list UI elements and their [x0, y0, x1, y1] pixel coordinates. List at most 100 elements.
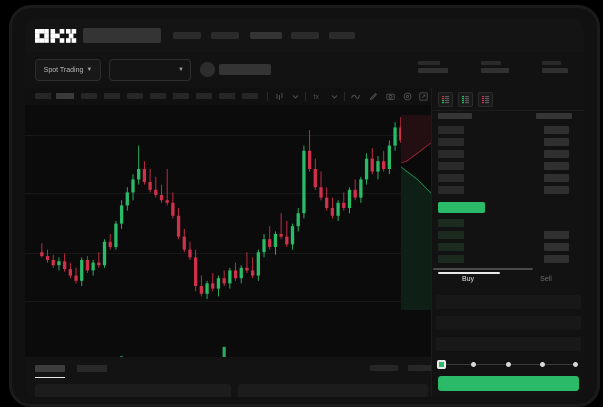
- active-tab-underline: [438, 272, 500, 274]
- indicator-icon[interactable]: fx: [313, 92, 322, 101]
- ticker-stat-label: [481, 61, 501, 65]
- orderbook-ask-amount: [544, 174, 569, 182]
- orderbook-ask-amount: [544, 126, 569, 134]
- orderbook-header-amount: [536, 113, 572, 119]
- order-field-0[interactable]: [436, 295, 581, 309]
- pair-avatar-icon: [200, 62, 215, 77]
- orderbook-ask-amount: [544, 162, 569, 170]
- submit-buy-button[interactable]: [438, 376, 579, 391]
- order-field-2[interactable]: [436, 337, 581, 351]
- volume-chart: [25, 311, 431, 357]
- ticker-stat-label: [542, 61, 561, 65]
- timeframe-6[interactable]: [173, 93, 189, 99]
- orderbook-last-price: [438, 202, 485, 213]
- pair-select[interactable]: ▼: [109, 59, 191, 81]
- search-input[interactable]: [83, 28, 161, 43]
- order-field-1[interactable]: [436, 316, 581, 330]
- device-frame: Spot Trading ▼ ▼: [9, 5, 600, 407]
- chevron-down-icon: ▼: [86, 67, 93, 73]
- gridline: [25, 193, 431, 194]
- orderbook-scrollbar[interactable]: [433, 268, 533, 270]
- orderbook-ask-amount: [544, 186, 569, 194]
- timeframe-5[interactable]: [150, 93, 166, 99]
- orderbook-view-toggles: [438, 92, 493, 107]
- timeframe-2[interactable]: [81, 93, 97, 99]
- ticker-stat-1: [481, 61, 509, 73]
- orders-tab-0[interactable]: [35, 365, 65, 372]
- timeframe-1[interactable]: [56, 93, 74, 99]
- pencil-icon[interactable]: [369, 92, 378, 101]
- orderbook-both-icon[interactable]: [438, 92, 453, 107]
- orderbook-ask-price[interactable]: [438, 186, 464, 194]
- gridline: [25, 301, 431, 302]
- orderbook-bid-price[interactable]: [438, 219, 464, 227]
- orders-action-0[interactable]: [370, 365, 398, 371]
- slider-stop-100[interactable]: [573, 362, 578, 367]
- orderbook-header-price: [438, 113, 472, 119]
- amount-slider[interactable]: [437, 360, 578, 370]
- pair-name: [219, 64, 271, 75]
- slider-stop-75[interactable]: [540, 362, 545, 367]
- orderbook-asks-icon[interactable]: [478, 92, 493, 107]
- line-tool-icon[interactable]: [351, 92, 360, 101]
- chevron-down-icon[interactable]: [291, 92, 300, 101]
- slider-stop-50[interactable]: [506, 362, 511, 367]
- orderbook-ask-amount: [544, 138, 569, 146]
- ticker-stat-value: [542, 68, 568, 73]
- tab-sell[interactable]: Sell: [540, 276, 552, 283]
- ticker-stat-value: [418, 68, 448, 73]
- timeframe-3[interactable]: [104, 93, 120, 99]
- volume-series: [120, 346, 226, 357]
- settings-icon[interactable]: [403, 92, 412, 101]
- ticker-stat-label: [418, 61, 440, 65]
- timeframe-0[interactable]: [35, 93, 51, 99]
- app-header: [25, 19, 584, 52]
- nav-item-0[interactable]: [173, 32, 201, 39]
- orderbook-bid-amount: [544, 243, 569, 251]
- market-subheader: Spot Trading ▼ ▼: [25, 52, 584, 88]
- timeframe-9[interactable]: [242, 93, 258, 99]
- timeframe-4[interactable]: [127, 93, 143, 99]
- active-tab-underline: [35, 377, 65, 378]
- ticker-stat-2: [542, 61, 568, 73]
- slider-stop-25[interactable]: [471, 362, 476, 367]
- nav-item-3[interactable]: [291, 32, 319, 39]
- candlestick-icon[interactable]: [275, 92, 284, 101]
- okx-logo[interactable]: [35, 29, 77, 43]
- nav-item-1[interactable]: [211, 32, 239, 39]
- chevron-down-icon: ▼: [178, 67, 184, 73]
- orderbook-bids-icon[interactable]: [458, 92, 473, 107]
- market-mode-label: Spot Trading: [43, 66, 84, 74]
- tab-buy[interactable]: Buy: [461, 276, 475, 283]
- orders-tab-1[interactable]: [77, 365, 107, 372]
- orders-card-0[interactable]: [35, 384, 231, 397]
- orderbook-bid-amount: [544, 231, 569, 239]
- orders-action-1[interactable]: [408, 365, 436, 371]
- orderbook-ask-price[interactable]: [438, 174, 464, 182]
- orderbook-bid-price[interactable]: [438, 231, 464, 239]
- order-form-tabs: Buy Sell: [432, 272, 584, 292]
- chevron-down-icon[interactable]: [330, 92, 339, 101]
- timeframe-7[interactable]: [196, 93, 212, 99]
- orders-panel: [25, 357, 436, 397]
- orderbook-ask-price[interactable]: [438, 162, 464, 170]
- orderbook-ask-price[interactable]: [438, 150, 464, 158]
- timeframe-8[interactable]: [219, 93, 235, 99]
- nav-item-4[interactable]: [329, 32, 355, 39]
- nav-item-2[interactable]: [250, 32, 282, 39]
- orderbook-panel: Buy Sell: [431, 88, 584, 397]
- market-mode-select[interactable]: Spot Trading ▼: [35, 59, 101, 81]
- fullscreen-icon[interactable]: [419, 92, 428, 101]
- slider-handle[interactable]: [437, 360, 446, 369]
- price-chart[interactable]: [25, 105, 431, 311]
- orders-card-1[interactable]: [238, 384, 428, 397]
- orderbook-bid-price[interactable]: [438, 243, 464, 251]
- orderbook-ask-price[interactable]: [438, 126, 464, 134]
- trading-app: Spot Trading ▼ ▼: [25, 19, 584, 397]
- orderbook-ask-price[interactable]: [438, 138, 464, 146]
- gridline: [25, 253, 431, 254]
- ticker-stat-0: [418, 61, 448, 73]
- camera-icon[interactable]: [386, 92, 395, 101]
- orderbook-bid-price[interactable]: [438, 255, 464, 263]
- ticker-stat-value: [481, 68, 509, 73]
